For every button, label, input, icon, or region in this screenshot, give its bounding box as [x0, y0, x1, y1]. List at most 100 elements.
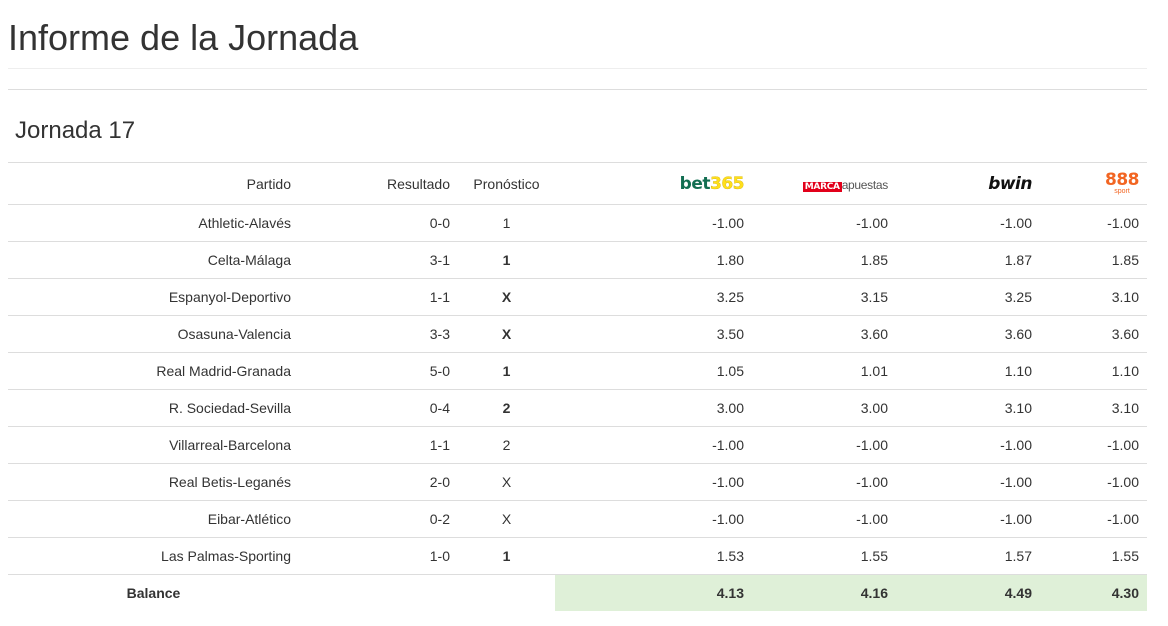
odds-cell-bet365: 1.05 [555, 352, 752, 390]
match-cell: R. Sociedad-Sevilla [8, 389, 299, 427]
odds-cell-888sport: 3.60 [1040, 315, 1147, 353]
odds-cell-bet365: 3.00 [555, 389, 752, 427]
odds-cell-marcaapuestas: -1.00 [752, 463, 896, 501]
header-marcaapuestas: MARCA apuestas [752, 162, 896, 205]
table-row: Espanyol-Deportivo 1-1 X 3.25 3.15 3.25 3.10 [8, 278, 1147, 316]
table-row: Eibar-Atlético 0-2 X -1.00 -1.00 -1.00 -1.00 [8, 500, 1147, 538]
balance-empty [299, 574, 458, 611]
prediction-cell: 2 [458, 426, 555, 464]
result-cell: 0-4 [299, 389, 458, 427]
result-cell: 0-0 [299, 204, 458, 242]
bet365-logo: bet365 [679, 173, 745, 194]
odds-cell-888sport: 1.10 [1040, 352, 1147, 390]
odds-cell-888sport: 3.10 [1040, 278, 1147, 316]
odds-cell-bet365: 3.50 [555, 315, 752, 353]
match-cell: Osasuna-Valencia [8, 315, 299, 353]
page-title: Informe de la Jornada [8, 17, 359, 58]
prediction-cell: 1 [458, 537, 555, 575]
header-result: Resultado [299, 162, 458, 205]
match-cell: Athletic-Alavés [8, 204, 299, 242]
report-table: Partido Resultado Pronóstico bet365 MARC… [8, 162, 1147, 611]
header-bet365: bet365 [555, 162, 752, 205]
table-row: R. Sociedad-Sevilla 0-4 2 3.00 3.00 3.10 3.10 [8, 389, 1147, 427]
odds-cell-marcaapuestas: 3.60 [752, 315, 896, 353]
result-cell: 3-1 [299, 241, 458, 279]
odds-cell-bwin: -1.00 [896, 426, 1040, 464]
odds-cell-888sport: -1.00 [1040, 500, 1147, 538]
balance-label: Balance [8, 574, 299, 611]
odds-cell-bet365: -1.00 [555, 204, 752, 242]
match-cell: Real Betis-Leganés [8, 463, 299, 501]
odds-cell-bwin: -1.00 [896, 500, 1040, 538]
header-prediction: Pronóstico [458, 162, 555, 205]
table-row: Celta-Málaga 3-1 1 1.80 1.85 1.87 1.85 [8, 241, 1147, 279]
odds-cell-888sport: 3.10 [1040, 389, 1147, 427]
odds-cell-marcaapuestas: 1.01 [752, 352, 896, 390]
prediction-cell: 1 [458, 352, 555, 390]
prediction-cell: 1 [458, 241, 555, 279]
result-cell: 2-0 [299, 463, 458, 501]
header-888sport: 888 sport [1040, 162, 1147, 205]
result-cell: 3-3 [299, 315, 458, 353]
header-bwin: bwin [896, 162, 1040, 205]
header-match: Partido [8, 162, 299, 205]
odds-cell-marcaapuestas: -1.00 [752, 204, 896, 242]
result-cell: 0-2 [299, 500, 458, 538]
odds-cell-bet365: 1.80 [555, 241, 752, 279]
match-cell: Villarreal-Barcelona [8, 426, 299, 464]
section-title: Jornada 17 [15, 117, 136, 144]
odds-cell-bet365: -1.00 [555, 500, 752, 538]
marcaapuestas-logo: MARCA apuestas [802, 177, 888, 192]
section-divider [8, 89, 1147, 90]
match-cell: Real Madrid-Granada [8, 352, 299, 390]
result-cell: 1-1 [299, 426, 458, 464]
table-row: Athletic-Alavés 0-0 1 -1.00 -1.00 -1.00 -1.00 [8, 204, 1147, 242]
prediction-cell: X [458, 463, 555, 501]
prediction-cell: 1 [458, 204, 555, 242]
match-cell: Espanyol-Deportivo [8, 278, 299, 316]
odds-cell-888sport: -1.00 [1040, 204, 1147, 242]
balance-row: Balance 4.13 4.16 4.49 4.30 [8, 574, 1147, 611]
match-cell: Eibar-Atlético [8, 500, 299, 538]
table-row: Real Betis-Leganés 2-0 X -1.00 -1.00 -1.00 -1.… [8, 463, 1147, 501]
odds-cell-marcaapuestas: 3.00 [752, 389, 896, 427]
odds-cell-bet365: 1.53 [555, 537, 752, 575]
odds-cell-bet365: -1.00 [555, 463, 752, 501]
table-row: Real Madrid-Granada 5-0 1 1.05 1.01 1.10 1.10 [8, 352, 1147, 390]
odds-cell-bwin: 3.25 [896, 278, 1040, 316]
result-cell: 5-0 [299, 352, 458, 390]
table-row: Las Palmas-Sporting 1-0 1 1.53 1.55 1.57 1.55 [8, 537, 1147, 575]
result-cell: 1-1 [299, 278, 458, 316]
result-cell: 1-0 [299, 537, 458, 575]
prediction-cell: X [458, 315, 555, 353]
odds-cell-888sport: 1.85 [1040, 241, 1147, 279]
888sport-logo: 888 sport [1105, 170, 1140, 196]
odds-cell-marcaapuestas: -1.00 [752, 426, 896, 464]
odds-cell-marcaapuestas: 1.55 [752, 537, 896, 575]
prediction-cell: X [458, 278, 555, 316]
bwin-logo: bwin [988, 173, 1032, 194]
prediction-cell: 2 [458, 389, 555, 427]
balance-marcaapuestas: 4.16 [752, 574, 896, 611]
table-row: Villarreal-Barcelona 1-1 2 -1.00 -1.00 -1.00-… [8, 426, 1147, 464]
prediction-cell: X [458, 500, 555, 538]
odds-cell-marcaapuestas: -1.00 [752, 500, 896, 538]
balance-bwin: 4.49 [896, 574, 1040, 611]
odds-cell-bwin: 1.57 [896, 537, 1040, 575]
odds-cell-bet365: -1.00 [555, 426, 752, 464]
match-cell: Las Palmas-Sporting [8, 537, 299, 575]
odds-cell-888sport: 1.55 [1040, 537, 1147, 575]
title-divider [8, 68, 1147, 69]
balance-bet365: 4.13 [555, 574, 752, 611]
odds-cell-bwin: -1.00 [896, 463, 1040, 501]
table-header-row: Partido Resultado Pronóstico bet365 MARC… [8, 162, 1147, 205]
odds-cell-marcaapuestas: 3.15 [752, 278, 896, 316]
odds-cell-888sport: -1.00 [1040, 426, 1147, 464]
balance-888sport: 4.30 [1040, 574, 1147, 611]
odds-cell-bwin: 1.87 [896, 241, 1040, 279]
odds-cell-bwin: -1.00 [896, 204, 1040, 242]
odds-cell-bwin: 3.10 [896, 389, 1040, 427]
odds-cell-bwin: 3.60 [896, 315, 1040, 353]
odds-cell-888sport: -1.00 [1040, 463, 1147, 501]
odds-cell-bet365: 3.25 [555, 278, 752, 316]
